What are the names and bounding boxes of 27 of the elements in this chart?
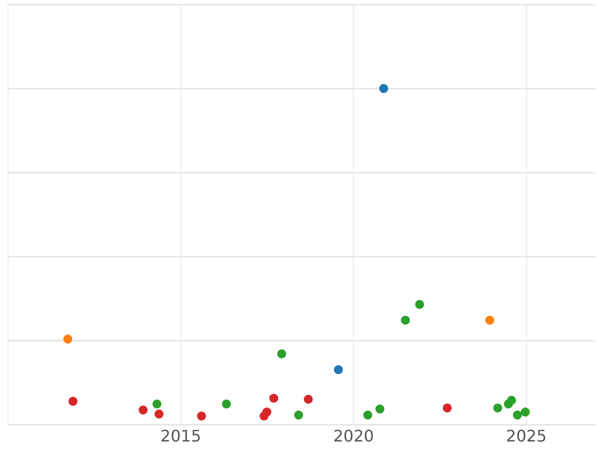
point — [294, 410, 304, 420]
point — [493, 403, 502, 412]
point — [400, 316, 410, 325]
point — [415, 300, 424, 309]
x-tick-label: 2015 — [160, 426, 202, 446]
x-tick-label: 2025 — [506, 426, 547, 446]
point — [520, 408, 530, 417]
point — [63, 334, 72, 344]
point — [507, 396, 516, 405]
point — [269, 394, 278, 403]
point — [512, 410, 522, 420]
point — [334, 365, 343, 374]
point — [197, 412, 206, 421]
point — [152, 399, 162, 408]
point — [277, 349, 286, 358]
point — [485, 316, 494, 325]
point — [138, 406, 148, 415]
point — [363, 410, 372, 420]
x-tick-label: 2020 — [333, 426, 374, 446]
point — [262, 408, 272, 417]
point — [442, 403, 452, 412]
point — [154, 410, 164, 419]
point — [379, 84, 388, 94]
point — [375, 404, 384, 414]
point — [304, 394, 313, 404]
point — [68, 396, 78, 406]
point — [222, 399, 231, 408]
